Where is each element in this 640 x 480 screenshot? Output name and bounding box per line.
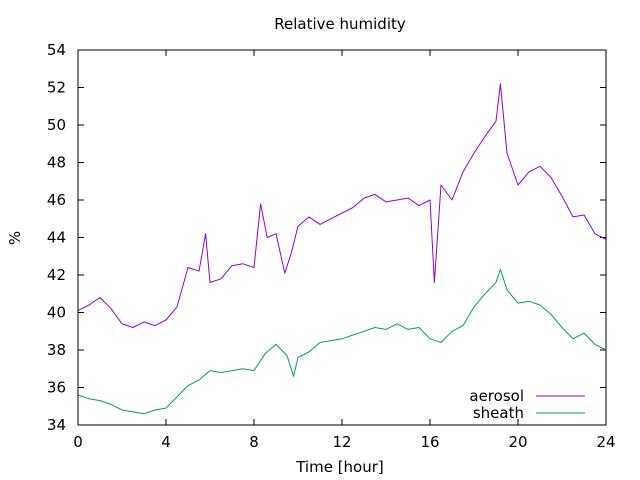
y-tick-label: 54	[47, 41, 66, 59]
x-tick-label: 8	[249, 433, 259, 451]
y-tick-label: 50	[47, 116, 66, 134]
y-tick-label: 48	[47, 154, 66, 172]
legend-label-aerosol: aerosol	[469, 387, 524, 405]
x-axis-label: Time [hour]	[295, 458, 384, 476]
series-line-sheath	[77, 268, 607, 415]
series-lines	[77, 83, 607, 415]
y-tick-label: 42	[47, 266, 66, 284]
chart-title: Relative humidity	[274, 15, 406, 33]
x-tick-label: 0	[73, 433, 83, 451]
x-tick-label: 16	[420, 433, 439, 451]
y-tick-label: 38	[47, 341, 66, 359]
y-tick-label: 34	[47, 416, 66, 434]
y-tick-label: 52	[47, 79, 66, 97]
x-tick-label: 24	[596, 433, 615, 451]
y-tick-label: 36	[47, 379, 66, 397]
y-tick-label: 40	[47, 304, 66, 322]
y-tick-label: 44	[47, 229, 66, 247]
y-tick-label: 46	[47, 191, 66, 209]
x-tick-label: 20	[508, 433, 527, 451]
x-tick-label: 4	[161, 433, 171, 451]
y-axis-label: %	[6, 231, 24, 245]
x-tick-label: 12	[332, 433, 351, 451]
plot-frame	[77, 49, 607, 426]
legend-label-sheath: sheath	[473, 404, 524, 422]
series-line-aerosol	[77, 83, 607, 328]
